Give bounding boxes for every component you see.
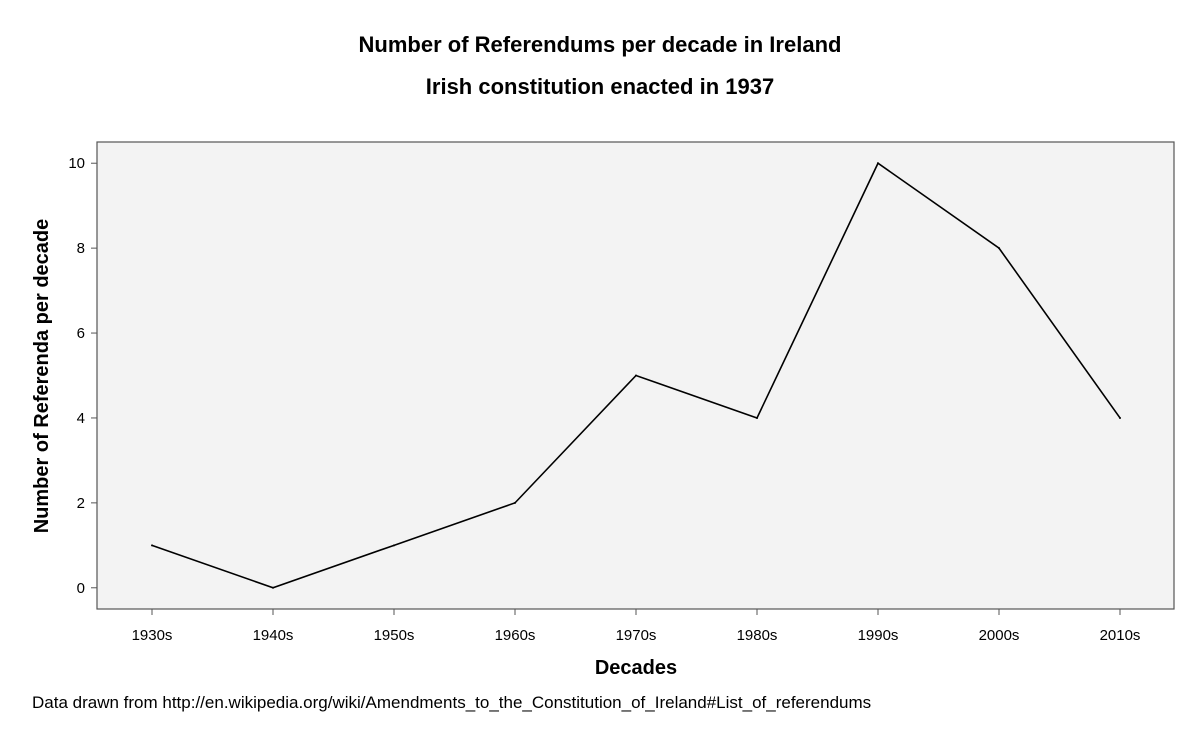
y-tick-label: 0 (77, 580, 85, 597)
y-axis: 0 2 4 6 8 10 (68, 155, 97, 597)
data-point (998, 247, 1000, 250)
x-tick-label: 1980s (737, 627, 778, 644)
data-point (1119, 416, 1121, 419)
data-source-note: Data drawn from http://en.wikipedia.org/… (32, 693, 872, 712)
y-tick-label: 4 (77, 410, 85, 427)
y-tick-label: 8 (77, 240, 85, 257)
y-tick-label: 10 (68, 155, 85, 172)
x-axis: 1930s 1940s 1950s 1960s 1970s 1980s 1990s 2000s… (132, 609, 1141, 644)
data-point (877, 162, 879, 165)
y-axis-label: Number of Referenda per decade (31, 219, 53, 534)
x-tick-label: 1970s (616, 627, 657, 644)
data-point (393, 544, 395, 547)
x-tick-label: 2000s (979, 627, 1020, 644)
chart-title: Number of Referendums per decade in Irel… (358, 32, 842, 57)
x-tick-label: 1990s (858, 627, 899, 644)
y-tick-label: 2 (77, 495, 85, 512)
data-point (151, 544, 153, 547)
x-axis-label: Decades (595, 657, 677, 679)
x-tick-label: 1960s (495, 627, 536, 644)
data-point (272, 586, 274, 589)
data-point (635, 374, 637, 377)
x-tick-label: 1940s (253, 627, 294, 644)
data-point (756, 416, 758, 419)
x-tick-label: 2010s (1100, 627, 1141, 644)
chart-subtitle: Irish constitution enacted in 1937 (425, 74, 775, 99)
data-point (514, 501, 516, 504)
y-tick-label: 6 (77, 325, 85, 342)
x-tick-label: 1950s (374, 627, 415, 644)
x-tick-label: 1930s (132, 627, 173, 644)
